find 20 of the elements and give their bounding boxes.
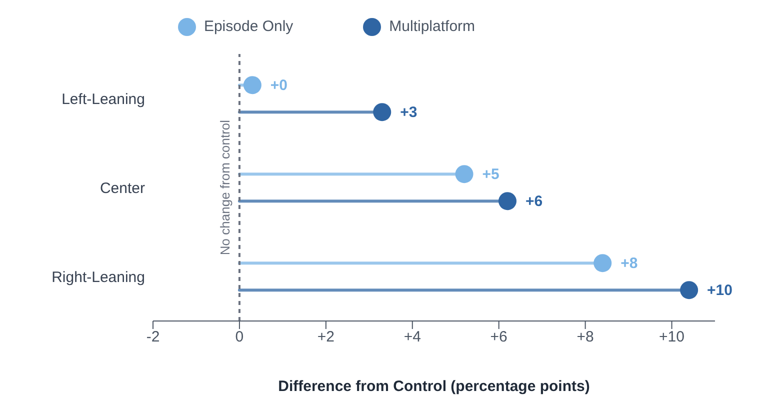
y-tick-label: Right-Leaning [52,268,145,286]
x-tick-label: -2 [146,328,160,346]
data-label: +3 [400,104,418,122]
legend-label: Episode Only [204,18,294,35]
data-label: +6 [525,193,543,210]
y-tick-label: Center [100,180,145,197]
data-label: +10 [707,282,733,300]
x-tick-label: 0 [235,328,244,346]
x-tick-label: +2 [317,328,334,346]
data-label: +0 [270,77,288,94]
x-tick-label: +6 [490,328,508,346]
data-label: +5 [482,166,500,184]
x-axis-title: Difference from Control (percentage points) [278,378,590,395]
y-tick-label: Left-Leaning [62,90,145,108]
x-tick-label: +10 [659,328,684,346]
data-label: +8 [620,255,638,272]
ref-line-label: No change from control [217,120,232,256]
x-tick-label: +4 [404,328,421,346]
x-tick-label: +8 [576,328,594,346]
legend-label: Multiplatform [389,18,476,35]
